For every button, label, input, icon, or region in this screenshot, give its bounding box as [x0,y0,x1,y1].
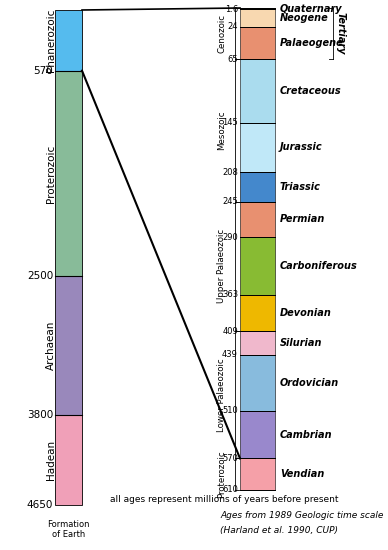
Text: 2500: 2500 [27,271,53,281]
Bar [240,8,275,9]
Bar [55,415,82,505]
Text: Ages from 1989 Geologic time scale: Ages from 1989 Geologic time scale [220,510,383,520]
Bar [240,331,275,355]
Text: Jurassic: Jurassic [280,142,323,152]
Text: Palaeogene: Palaeogene [280,38,344,48]
Text: 145: 145 [222,118,238,127]
Text: Phanerozoic: Phanerozoic [46,9,56,72]
Text: Mesozoic: Mesozoic [218,111,227,150]
Bar [240,202,275,237]
Bar [240,123,275,172]
Bar [55,71,82,276]
Text: all ages represent millions of years before present: all ages represent millions of years bef… [110,496,338,504]
Text: Vendian: Vendian [280,469,324,479]
Bar [240,458,275,490]
Text: Carboniferous: Carboniferous [280,261,358,271]
Text: Quaternary: Quaternary [280,4,343,14]
Bar [240,172,275,202]
Text: Cretaceous: Cretaceous [280,86,341,96]
Text: 24: 24 [227,23,238,31]
Text: Cenozoic: Cenozoic [218,14,227,53]
Text: Tertiary: Tertiary [336,13,346,55]
Text: 208: 208 [222,168,238,177]
Bar [240,411,275,458]
Bar [240,59,275,123]
Text: Proterozoic: Proterozoic [218,450,227,498]
Text: Triassic: Triassic [280,182,321,192]
Text: 570: 570 [222,454,238,463]
Text: Archaean: Archaean [46,321,56,370]
Text: 245: 245 [222,197,238,206]
Text: 3800: 3800 [27,410,53,420]
Text: Lower Palaeozoic: Lower Palaeozoic [218,358,227,432]
Bar [240,355,275,411]
Text: Cambrian: Cambrian [280,430,333,439]
Text: 610: 610 [222,486,238,494]
Bar [240,295,275,331]
Text: Devonian: Devonian [280,308,332,318]
Bar [240,237,275,295]
Bar [55,276,82,415]
Text: Silurian: Silurian [280,338,322,348]
Text: 65: 65 [227,55,238,64]
Bar [240,9,275,27]
Text: 570: 570 [33,65,53,76]
Text: 363: 363 [222,290,238,299]
Text: 409: 409 [222,327,238,336]
Text: Hadean: Hadean [46,439,56,480]
Text: Proterozoic: Proterozoic [46,144,56,202]
Text: Formation
of Earth: Formation of Earth [47,520,90,540]
Text: 4650: 4650 [27,500,53,510]
Text: Upper Palaeozoic: Upper Palaeozoic [218,229,227,304]
Text: Ordovician: Ordovician [280,378,339,388]
Text: 290: 290 [222,233,238,241]
Text: 439: 439 [222,350,238,359]
Bar [240,27,275,59]
Text: Permian: Permian [280,214,326,224]
Text: (Harland et al. 1990, CUP): (Harland et al. 1990, CUP) [220,525,338,535]
Text: 510: 510 [222,406,238,415]
Text: Neogene: Neogene [280,13,329,23]
Bar [55,10,82,71]
Text: 1.6: 1.6 [225,5,238,14]
